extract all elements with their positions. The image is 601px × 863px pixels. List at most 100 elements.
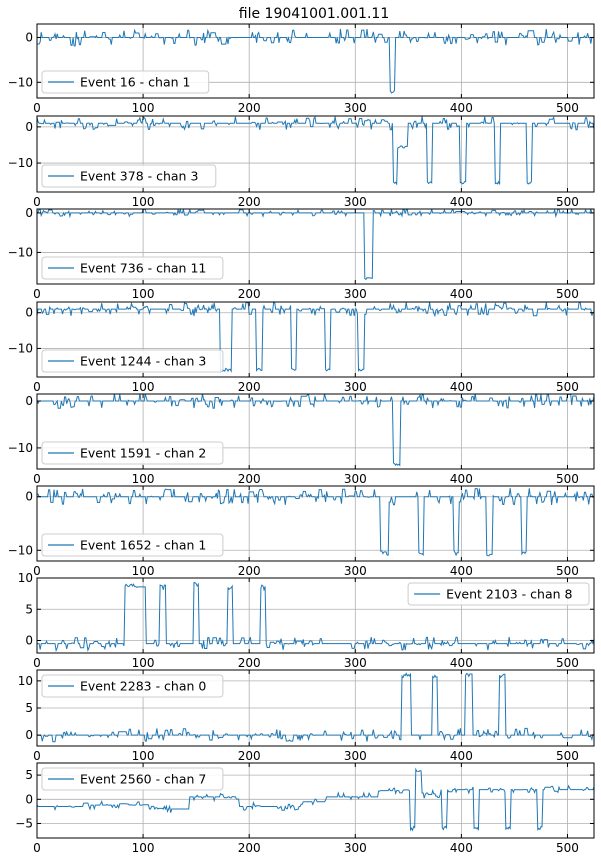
legend-label: Event 1652 - chan 1: [80, 538, 206, 553]
x-tick-label: 200: [238, 195, 261, 209]
x-tick-label: 300: [344, 195, 367, 209]
x-tick-label: 200: [238, 380, 261, 394]
axes-frame: [36, 393, 595, 470]
legend-box: [41, 674, 224, 698]
legend: Event 736 - chan 11: [41, 256, 224, 280]
x-tick-label: 400: [450, 749, 473, 763]
x-tick-label: 100: [132, 749, 155, 763]
y-tick-label: 0: [25, 206, 33, 220]
legend: Event 2283 - chan 0: [41, 674, 224, 698]
x-tick-label: 0: [33, 841, 41, 855]
x-tick-label: 200: [238, 749, 261, 763]
legend-box: [41, 533, 224, 557]
x-tick-label: 200: [238, 656, 261, 670]
x-tick-label: 100: [132, 472, 155, 486]
x-tick-label: 500: [556, 380, 579, 394]
subplot-3: 0 100 200 300 400 500 −10 0 Event 736 - chan 11: [8, 206, 595, 301]
subplot-2: 0 100 200 300 400 500 −10 0 Event 378 - chan 3: [8, 115, 595, 209]
legend-box: [41, 767, 224, 791]
x-tick-label: 500: [556, 195, 579, 209]
legend-label: Event 1591 - chan 2: [80, 446, 206, 461]
legend-box: [41, 164, 217, 188]
x-tick-label: 100: [132, 101, 155, 115]
x-tick-label: 400: [450, 656, 473, 670]
x-tick-label: 400: [450, 472, 473, 486]
legend-box: [41, 256, 224, 280]
x-tick-label: 300: [344, 472, 367, 486]
y-tick-label: 0: [25, 306, 33, 320]
y-tick-label: 0: [25, 728, 33, 742]
x-tick-label: 200: [238, 101, 261, 115]
x-tick-label: 0: [33, 656, 41, 670]
legend-box: [41, 70, 210, 94]
x-tick-label: 300: [344, 564, 367, 578]
y-tick-label: 0: [25, 30, 33, 44]
legend: Event 2560 - chan 7: [41, 767, 224, 791]
y-tick-label: −10: [8, 156, 33, 170]
subplot-8: 0 100 200 300 400 500 0 5 10 Event 2283 - chan 0: [18, 669, 595, 763]
y-tick-label: −10: [8, 75, 33, 89]
event-trace-line: [37, 394, 594, 467]
x-tick-label: 0: [33, 749, 41, 763]
axes-frame: [36, 577, 595, 654]
x-tick-label: 400: [450, 380, 473, 394]
legend-label: Event 736 - chan 11: [80, 261, 206, 276]
x-tick-label: 100: [132, 656, 155, 670]
x-tick-label: 400: [450, 564, 473, 578]
x-tick-label: 500: [556, 564, 579, 578]
x-tick-label: 300: [344, 380, 367, 394]
event-trace-line: [37, 28, 594, 94]
x-tick-label: 400: [450, 287, 473, 301]
x-tick-label: 400: [450, 101, 473, 115]
y-tick-label: 5: [25, 701, 33, 715]
x-tick-label: 0: [33, 195, 41, 209]
subplot-7: 0 100 200 300 400 500 0 5 10 Event 2103 - chan 8: [18, 571, 595, 670]
axes-frame: [36, 485, 595, 562]
y-tick-label: 10: [18, 674, 33, 688]
x-tick-label: 0: [33, 472, 41, 486]
axes-frame: [36, 208, 595, 285]
legend-box: [41, 441, 224, 465]
y-tick-label: −10: [8, 441, 33, 455]
x-tick-label: 400: [450, 841, 473, 855]
y-tick-label: 0: [25, 394, 33, 408]
legend: Event 16 - chan 1: [41, 70, 210, 94]
x-tick-label: 200: [238, 472, 261, 486]
legend: Event 378 - chan 3: [41, 164, 217, 188]
x-tick-label: 100: [132, 380, 155, 394]
x-tick-label: 300: [344, 101, 367, 115]
event-trace-line: [37, 767, 594, 832]
event-trace-line: [37, 116, 594, 186]
event-trace-line: [37, 302, 594, 374]
subplot-5: 0 100 200 300 400 500 −10 0 Event 1591 - chan 2: [8, 393, 595, 486]
x-tick-label: 500: [556, 841, 579, 855]
axes-frame: [36, 762, 595, 839]
x-tick-label: 0: [33, 101, 41, 115]
x-tick-label: 0: [33, 287, 41, 301]
y-tick-label: −10: [8, 543, 33, 557]
legend-label: Event 2103 - chan 8: [446, 587, 572, 602]
subplot-9: 0 100 200 300 400 500−505 Event 2560 - chan 7: [15, 762, 595, 855]
x-tick-label: 200: [238, 841, 261, 855]
y-tick-label: 0: [25, 120, 33, 134]
event-trace-line: [37, 672, 594, 743]
y-tick-label: −5: [15, 816, 33, 830]
event-trace-line: [37, 488, 594, 557]
x-tick-label: 500: [556, 472, 579, 486]
x-tick-label: 300: [344, 287, 367, 301]
axes-frame: [36, 301, 595, 378]
x-tick-label: 400: [450, 195, 473, 209]
x-tick-label: 500: [556, 656, 579, 670]
x-tick-label: 500: [556, 101, 579, 115]
legend-box: [407, 582, 590, 606]
x-tick-label: 500: [556, 287, 579, 301]
legend-box: [41, 349, 224, 373]
x-tick-label: 100: [132, 841, 155, 855]
x-tick-label: 300: [344, 841, 367, 855]
legend-label: Event 16 - chan 1: [80, 75, 190, 90]
figure-title: file 19041001.001.11: [239, 6, 389, 22]
x-tick-label: 100: [132, 287, 155, 301]
